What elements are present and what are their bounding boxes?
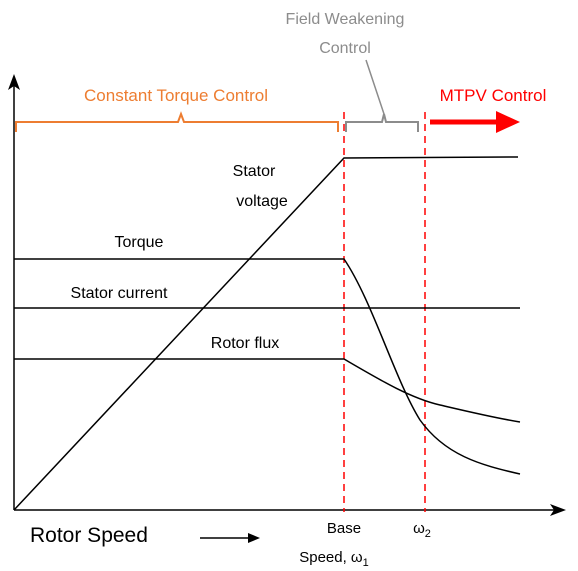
omega2-label: ω2 bbox=[413, 520, 431, 540]
mtpv-label: MTPV Control bbox=[440, 86, 547, 105]
y-axis-arrowhead bbox=[8, 74, 20, 90]
mtpv-arrowhead bbox=[496, 111, 520, 133]
field-weakening-pointer bbox=[365, 59, 385, 115]
base-speed-label-line2: Speed, ω1 bbox=[299, 549, 369, 569]
stator-voltage-label-line1: Stator bbox=[233, 163, 276, 180]
stator-voltage-curve bbox=[13, 156, 519, 511]
torque-label: Torque bbox=[115, 234, 164, 251]
x-axis-label-arrowhead bbox=[248, 533, 260, 543]
constant-torque-label: Constant Torque Control bbox=[84, 86, 268, 105]
torque-curve bbox=[14, 258, 521, 475]
field-weakening-label-line1: Field Weakening bbox=[286, 11, 405, 28]
x-axis-arrowhead bbox=[550, 504, 566, 516]
constant-torque-brace bbox=[15, 111, 339, 132]
field-weakening-brace bbox=[345, 113, 419, 132]
base-speed-label-line1: Base bbox=[327, 520, 361, 537]
rotor-flux-curve bbox=[14, 358, 521, 423]
stator-voltage-label-line2: voltage bbox=[236, 193, 288, 210]
field-weakening-label-line2: Control bbox=[319, 40, 371, 57]
rotor-flux-label: Rotor flux bbox=[211, 335, 279, 352]
stator-current-label: Stator current bbox=[71, 285, 168, 302]
x-axis-label: Rotor Speed bbox=[30, 524, 148, 547]
